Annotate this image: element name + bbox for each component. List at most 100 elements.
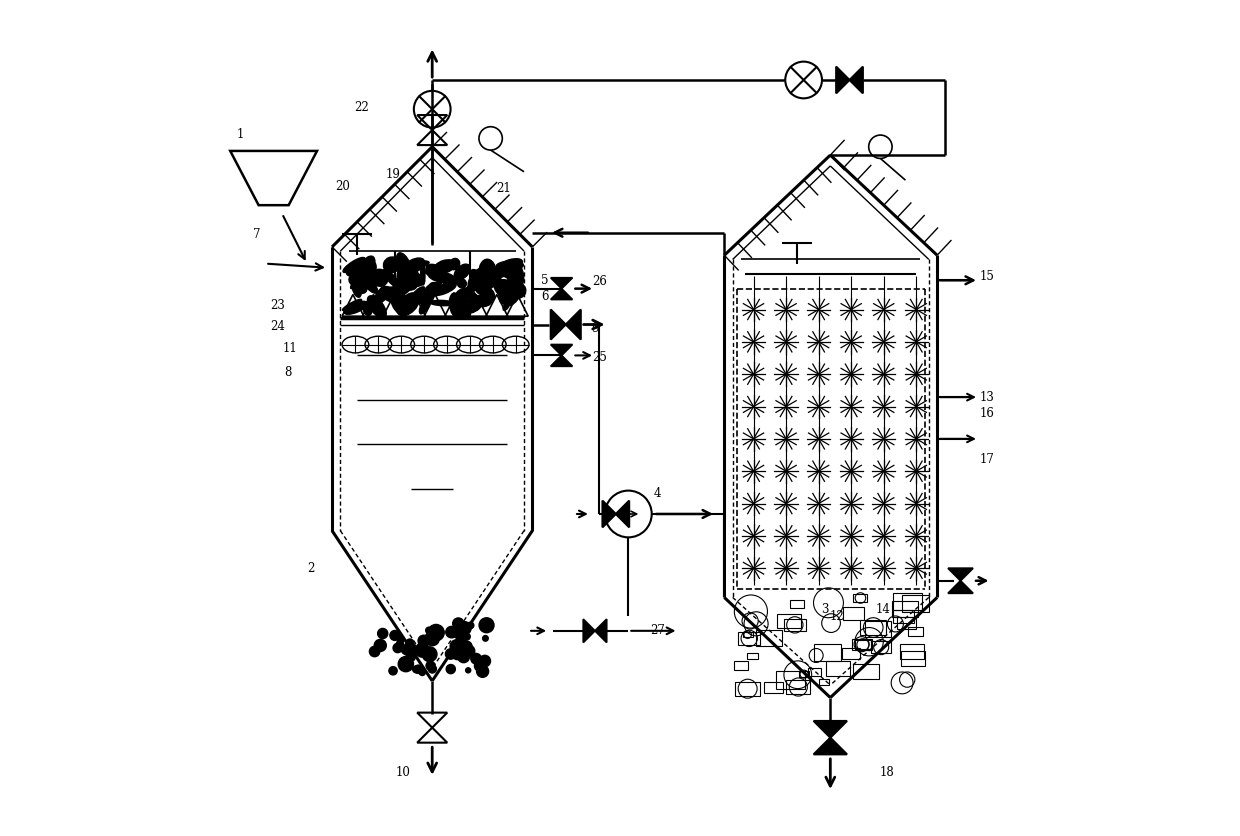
Ellipse shape bbox=[408, 287, 425, 308]
Bar bbox=[786, 681, 811, 694]
Circle shape bbox=[418, 635, 429, 646]
Bar bbox=[866, 621, 892, 637]
Bar bbox=[861, 620, 887, 635]
Ellipse shape bbox=[360, 259, 376, 277]
Circle shape bbox=[450, 640, 464, 653]
Bar bbox=[893, 593, 923, 610]
Bar bbox=[734, 661, 749, 670]
Ellipse shape bbox=[503, 301, 510, 310]
Ellipse shape bbox=[481, 263, 492, 273]
Ellipse shape bbox=[417, 295, 425, 303]
Circle shape bbox=[428, 624, 444, 641]
Ellipse shape bbox=[500, 293, 510, 304]
Polygon shape bbox=[551, 309, 565, 339]
Circle shape bbox=[405, 639, 414, 647]
Ellipse shape bbox=[450, 298, 467, 319]
Circle shape bbox=[425, 627, 433, 634]
Text: 10: 10 bbox=[396, 767, 410, 779]
Bar bbox=[900, 644, 924, 659]
Ellipse shape bbox=[449, 293, 458, 310]
Ellipse shape bbox=[450, 277, 459, 284]
Bar bbox=[764, 681, 782, 693]
Ellipse shape bbox=[419, 298, 430, 314]
Circle shape bbox=[464, 634, 470, 640]
Ellipse shape bbox=[449, 297, 459, 309]
Polygon shape bbox=[949, 581, 973, 594]
Ellipse shape bbox=[403, 261, 429, 270]
Circle shape bbox=[453, 618, 464, 630]
Ellipse shape bbox=[475, 295, 487, 306]
Bar bbox=[808, 668, 821, 675]
Ellipse shape bbox=[498, 287, 505, 301]
Polygon shape bbox=[616, 501, 629, 528]
Ellipse shape bbox=[358, 258, 372, 270]
Circle shape bbox=[402, 645, 410, 655]
Circle shape bbox=[446, 665, 455, 674]
Ellipse shape bbox=[352, 279, 361, 298]
Ellipse shape bbox=[507, 290, 520, 305]
Text: 5: 5 bbox=[541, 273, 548, 287]
Circle shape bbox=[479, 655, 491, 667]
Circle shape bbox=[465, 623, 470, 629]
Text: 17: 17 bbox=[980, 453, 994, 466]
Ellipse shape bbox=[469, 291, 477, 303]
Ellipse shape bbox=[394, 281, 417, 290]
Ellipse shape bbox=[346, 264, 368, 277]
Circle shape bbox=[451, 624, 466, 639]
Ellipse shape bbox=[391, 289, 409, 315]
Circle shape bbox=[479, 618, 494, 633]
Ellipse shape bbox=[480, 290, 492, 303]
Ellipse shape bbox=[456, 298, 481, 314]
Text: 23: 23 bbox=[270, 298, 285, 312]
Bar bbox=[892, 601, 918, 617]
Ellipse shape bbox=[458, 279, 466, 288]
Bar bbox=[853, 594, 868, 602]
Ellipse shape bbox=[343, 301, 367, 314]
Bar bbox=[843, 607, 863, 619]
Circle shape bbox=[463, 645, 475, 657]
Circle shape bbox=[398, 656, 413, 671]
Ellipse shape bbox=[363, 302, 372, 315]
Circle shape bbox=[428, 665, 436, 673]
Ellipse shape bbox=[408, 274, 424, 286]
Ellipse shape bbox=[403, 258, 424, 273]
Ellipse shape bbox=[374, 288, 388, 303]
Ellipse shape bbox=[379, 287, 402, 303]
Circle shape bbox=[397, 640, 403, 647]
Polygon shape bbox=[551, 355, 573, 366]
Circle shape bbox=[413, 666, 419, 673]
Ellipse shape bbox=[419, 289, 433, 303]
Polygon shape bbox=[813, 737, 847, 754]
Polygon shape bbox=[849, 67, 863, 94]
Circle shape bbox=[419, 670, 425, 675]
Circle shape bbox=[378, 629, 388, 639]
Text: 1: 1 bbox=[237, 128, 244, 140]
Ellipse shape bbox=[464, 287, 472, 295]
Ellipse shape bbox=[506, 260, 523, 288]
Ellipse shape bbox=[508, 278, 523, 293]
Text: 11: 11 bbox=[283, 342, 298, 355]
Circle shape bbox=[408, 654, 415, 661]
Circle shape bbox=[458, 651, 470, 663]
Ellipse shape bbox=[480, 268, 489, 279]
Ellipse shape bbox=[361, 268, 381, 286]
Circle shape bbox=[414, 665, 423, 674]
Bar bbox=[826, 661, 849, 675]
Circle shape bbox=[475, 657, 485, 667]
Polygon shape bbox=[836, 67, 849, 94]
Ellipse shape bbox=[397, 252, 413, 279]
Circle shape bbox=[471, 654, 481, 664]
Text: 4: 4 bbox=[653, 487, 661, 500]
Ellipse shape bbox=[381, 286, 404, 295]
Bar bbox=[777, 614, 801, 628]
Circle shape bbox=[393, 643, 403, 653]
Circle shape bbox=[422, 647, 436, 661]
Circle shape bbox=[466, 668, 471, 673]
Ellipse shape bbox=[511, 283, 526, 298]
Ellipse shape bbox=[430, 300, 455, 306]
Ellipse shape bbox=[365, 280, 378, 293]
Ellipse shape bbox=[427, 282, 441, 289]
Ellipse shape bbox=[450, 258, 460, 270]
Text: 15: 15 bbox=[980, 270, 994, 283]
Bar bbox=[784, 619, 806, 631]
